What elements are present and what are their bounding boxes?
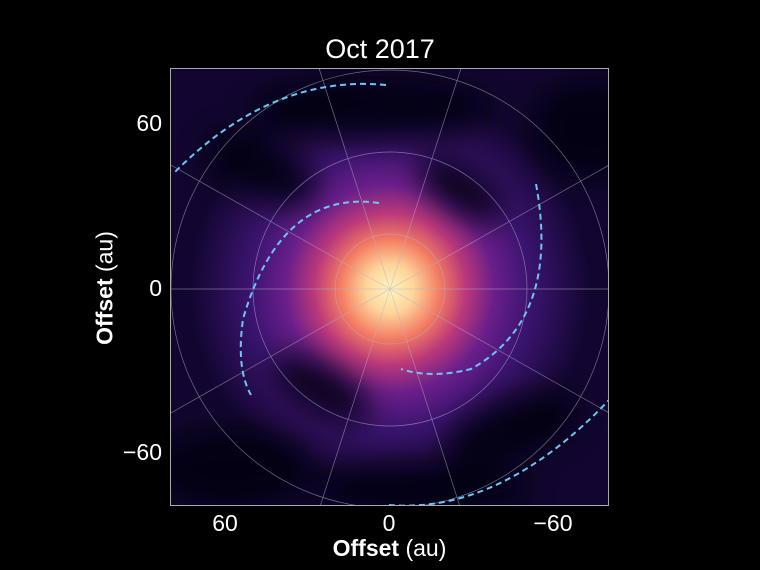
chart-title: Oct 2017 [325,34,435,64]
x-tick-60: 60 [212,510,238,536]
y-axis-label: Offset (au) [91,231,118,345]
y-tick-0: 0 [149,275,162,301]
polar-grid [171,69,608,505]
disk-image [171,69,608,505]
x-axis-label: Offset (au) [332,535,447,561]
x-tick-neg60: −60 [533,510,573,536]
x-tick-0: 0 [382,510,396,536]
y-tick-60: 60 [136,110,162,136]
y-tick-neg60: −60 [122,439,162,465]
plot-area [170,68,609,506]
spiral-traces [172,82,608,505]
